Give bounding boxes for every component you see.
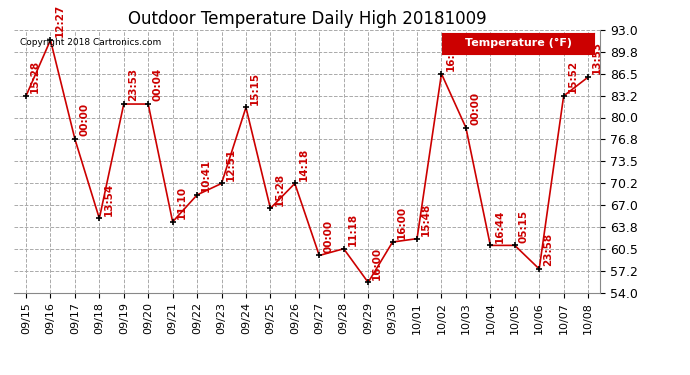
Text: 11:18: 11:18 (348, 213, 358, 246)
Text: 15:15: 15:15 (250, 72, 260, 105)
Text: 15:48: 15:48 (421, 202, 431, 236)
Text: 16:00: 16:00 (397, 206, 406, 239)
Text: 00:00: 00:00 (324, 220, 333, 253)
Text: 23:58: 23:58 (543, 233, 553, 266)
Text: 11:10: 11:10 (177, 186, 187, 219)
Text: 13:54: 13:54 (104, 182, 113, 216)
Text: 00:00: 00:00 (79, 103, 89, 136)
Text: 00:00: 00:00 (470, 92, 480, 125)
Text: 05:15: 05:15 (519, 210, 529, 243)
Text: 15:52: 15:52 (568, 60, 578, 93)
Text: 16:44: 16:44 (495, 209, 504, 243)
Text: 14:18: 14:18 (299, 147, 309, 181)
Text: 12:27: 12:27 (55, 4, 65, 38)
Text: 15:28: 15:28 (275, 172, 284, 206)
Text: 10:41: 10:41 (201, 159, 211, 192)
Text: Copyright 2018 Cartronics.com: Copyright 2018 Cartronics.com (19, 38, 161, 47)
Text: 16:00: 16:00 (373, 246, 382, 280)
Text: 00:04: 00:04 (152, 68, 162, 101)
Text: 15:28: 15:28 (30, 60, 40, 93)
Text: 16:08: 16:08 (446, 38, 455, 71)
Text: 23:53: 23:53 (128, 68, 138, 101)
Title: Outdoor Temperature Daily High 20181009: Outdoor Temperature Daily High 20181009 (128, 10, 486, 28)
Text: 12:51: 12:51 (226, 147, 236, 181)
Text: 13:53: 13:53 (592, 41, 602, 74)
